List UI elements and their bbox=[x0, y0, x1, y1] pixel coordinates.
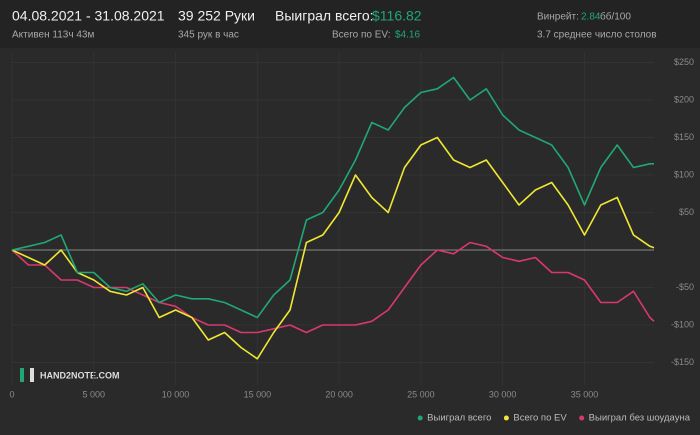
legend-marker bbox=[503, 415, 509, 421]
logo-icon bbox=[30, 368, 34, 382]
x-tick-label: 20 000 bbox=[325, 389, 353, 399]
hands: 39 252 Руки bbox=[178, 8, 255, 24]
y-tick-label: $100 bbox=[674, 169, 694, 179]
logo: HAND2NOTE.COM bbox=[40, 370, 120, 380]
active: Активен 113ч 43м bbox=[12, 30, 94, 41]
winrate-value: 2.84 bbox=[581, 12, 601, 23]
y-tick-label: -$100 bbox=[671, 319, 694, 329]
y-tick-label: -$150 bbox=[671, 357, 694, 367]
x-tick-label: 5 000 bbox=[83, 389, 106, 399]
ev-value: $4.16 bbox=[395, 30, 420, 41]
legend-label: Всего по EV bbox=[513, 413, 567, 424]
series-line bbox=[11, 241, 655, 334]
y-tick-label: $150 bbox=[674, 132, 694, 142]
legend-label: Выиграл без шоудауна bbox=[589, 413, 691, 424]
winrate-unit: бб/100 bbox=[600, 11, 631, 23]
x-tick-label: 30 000 bbox=[489, 389, 517, 399]
x-tick-label: 15 000 bbox=[244, 389, 272, 399]
y-tick-label: $200 bbox=[674, 94, 694, 104]
winrate-label: Винрейт: bbox=[537, 12, 579, 23]
legend-marker bbox=[579, 415, 585, 421]
won-value: $116.82 bbox=[372, 8, 422, 24]
won-label: Выиграл всего: bbox=[275, 8, 374, 24]
x-tick-label: 10 000 bbox=[162, 389, 190, 399]
y-tick-label: $250 bbox=[674, 57, 694, 67]
series-line bbox=[11, 76, 654, 319]
y-tick-label: -$50 bbox=[676, 282, 694, 292]
x-tick-label: 35 000 bbox=[571, 389, 599, 399]
period: 04.08.2021 - 31.08.2021 bbox=[12, 8, 165, 24]
hands-per-hour: 345 рук в час bbox=[178, 30, 239, 41]
x-tick-label: 0 bbox=[9, 389, 14, 399]
legend-label: Выиграл всего bbox=[427, 413, 491, 424]
series-line bbox=[11, 136, 655, 360]
plot-panel bbox=[0, 48, 700, 435]
tables: 3.7 среднее число столов bbox=[537, 30, 657, 41]
logo-icon bbox=[20, 368, 24, 382]
x-tick-label: 25 000 bbox=[407, 389, 435, 399]
ev-label: Всего по EV: bbox=[332, 30, 391, 41]
y-tick-label: $50 bbox=[679, 207, 694, 217]
legend-marker bbox=[417, 415, 423, 421]
